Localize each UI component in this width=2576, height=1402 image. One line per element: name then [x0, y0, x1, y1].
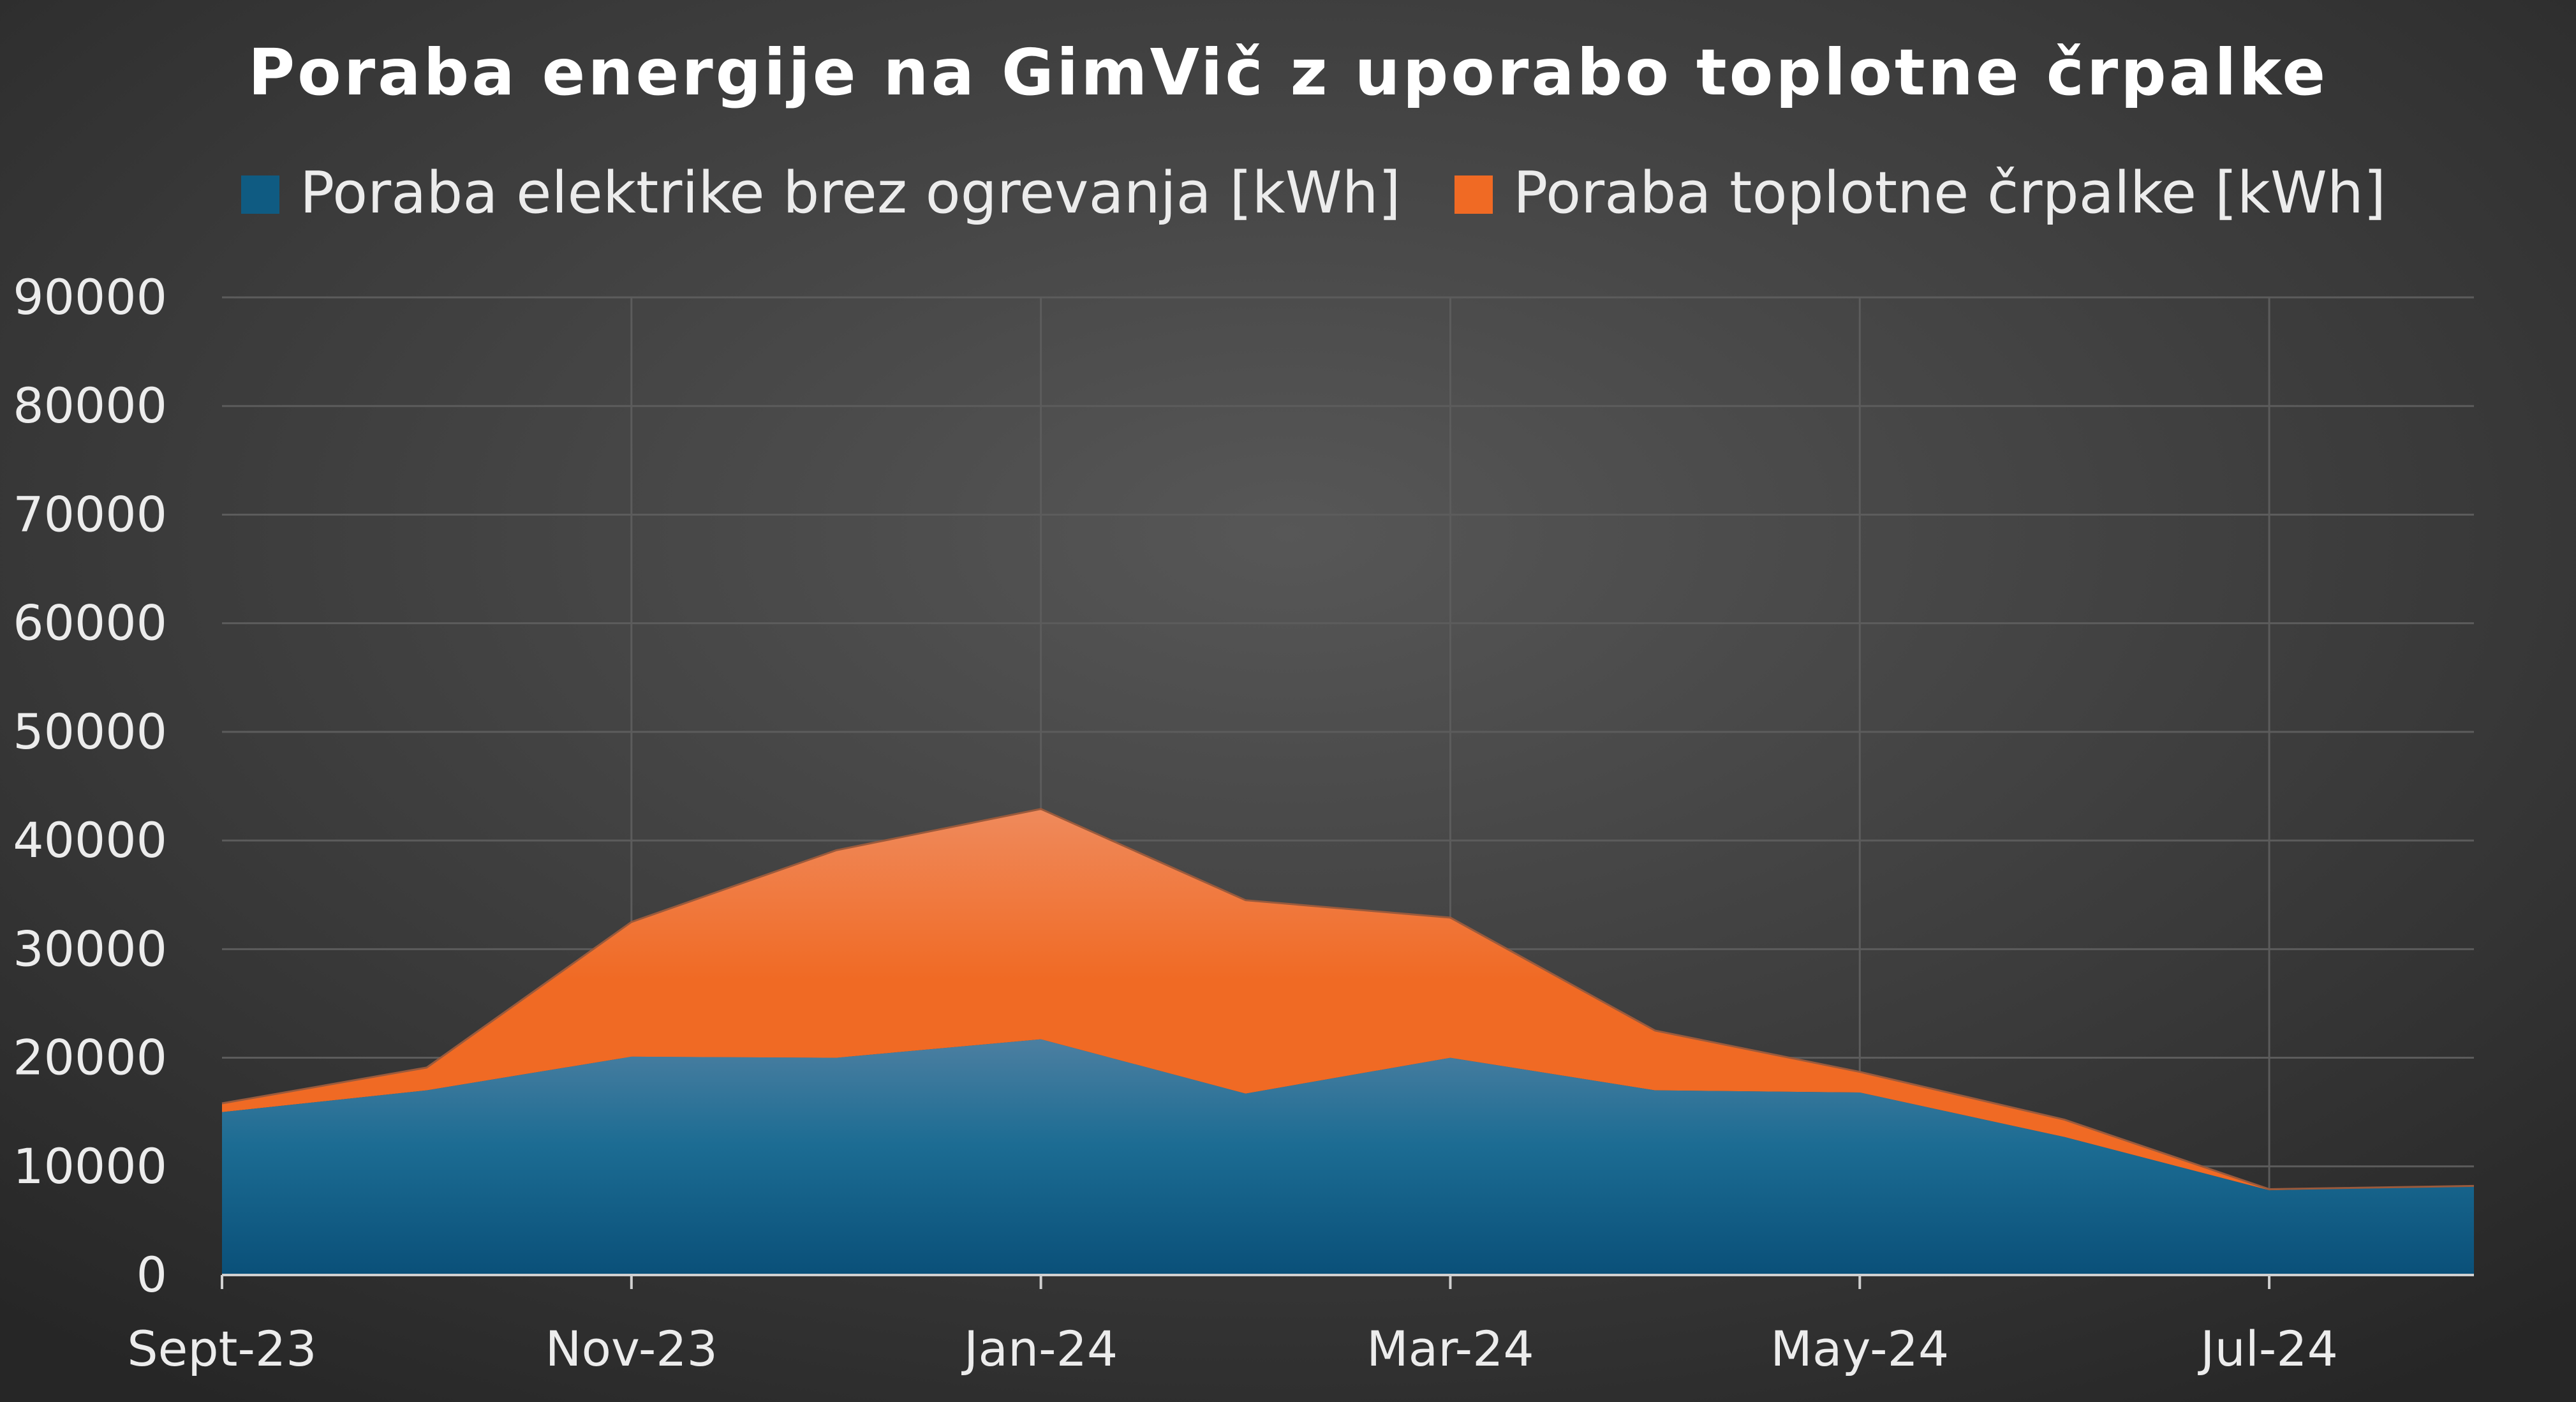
x-tick-label: Mar-24 — [1366, 1320, 1534, 1377]
y-tick-label: 90000 — [13, 269, 167, 325]
y-tick-label: 0 — [137, 1246, 167, 1303]
legend-swatch — [241, 175, 279, 214]
y-tick-label: 70000 — [13, 486, 167, 542]
y-tick-label: 50000 — [13, 703, 167, 760]
x-tick-label: Nov-23 — [545, 1320, 718, 1377]
y-tick-label: 20000 — [13, 1029, 167, 1086]
legend-swatch — [1455, 175, 1493, 214]
y-tick-label: 40000 — [13, 812, 167, 869]
area-series-1 — [222, 1039, 2474, 1275]
legend-label: Poraba elektrike brez ogrevanja [kWh] — [300, 160, 1401, 227]
y-tick-label: 10000 — [13, 1138, 167, 1195]
plot-area — [221, 808, 2475, 1275]
x-tick-label: May-24 — [1770, 1320, 1949, 1377]
x-tick-label: Jul-24 — [2198, 1320, 2338, 1377]
legend-label: Poraba toplotne črpalke [kWh] — [1513, 160, 2386, 227]
y-tick-label: 60000 — [13, 595, 167, 652]
y-axis: 0 10000 20000 30000 40000 50000 60000 70000 8000… — [13, 269, 167, 1303]
x-tick-label: Jan-24 — [961, 1320, 1118, 1377]
legend: Poraba elektrike brez ogrevanja [kWh] Por… — [241, 160, 2386, 227]
x-tick-label: Sept-23 — [127, 1320, 316, 1377]
area-series-2 — [222, 809, 2474, 1191]
y-tick-label: 80000 — [13, 377, 167, 434]
x-axis: Sept-23 Nov-23 Jan-24 Mar-24 May-24 Jul-24 — [127, 1274, 2474, 1377]
chart-title: Poraba energije na GimVič z uporabo topl… — [248, 35, 2328, 110]
total-outline — [221, 808, 2475, 1191]
y-tick-label: 30000 — [13, 920, 167, 977]
